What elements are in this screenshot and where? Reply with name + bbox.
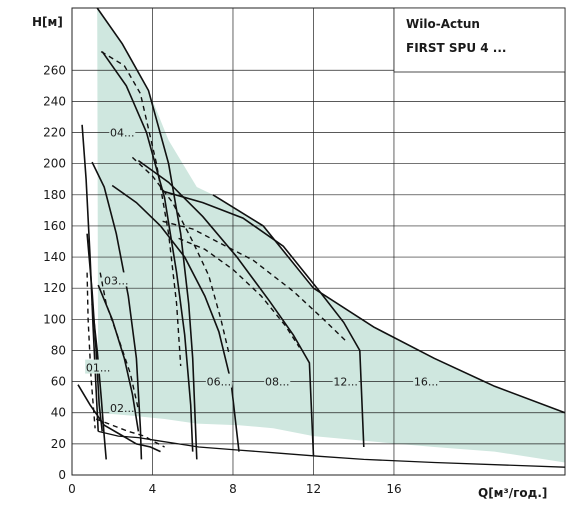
series-label-bg-01 (85, 359, 112, 374)
envelope-bottom-line (98, 430, 566, 468)
curve-04-1 (101, 51, 194, 452)
series-06-group: 06... (111, 156, 240, 452)
x-tick-8: 8 (229, 482, 237, 496)
dashed-curve-06-0 (131, 156, 230, 354)
x-tick-12: 12 (306, 482, 321, 496)
dashed-curve-04-0 (100, 51, 182, 367)
x-tick-16: 16 (386, 482, 401, 496)
y-tick-100: 100 (43, 312, 66, 326)
series-label-bg-03 (103, 272, 130, 287)
chart-title-line-2: FIRST SPU 4 ... (406, 41, 506, 55)
x-axis-ticks: 0 4 8 12 16 (68, 482, 401, 496)
series-label-16: 16... (414, 376, 439, 389)
series-12-group: 12... (162, 190, 365, 448)
series-label-bg-04 (109, 124, 136, 139)
series-label-03: 03... (104, 274, 129, 287)
y-tick-160: 160 (43, 219, 66, 233)
series-02-group: 02... (77, 384, 165, 453)
series-label-bg-08 (264, 373, 291, 388)
curve-16-0 (212, 194, 566, 414)
curve-04-0 (96, 7, 198, 460)
curve-02-0 (77, 384, 161, 453)
series-03-group: 03... (91, 161, 143, 460)
plot-area: 01... 02... 03... 04... 06... 08... 12... 16... (71, 7, 566, 476)
y-tick-180: 180 (43, 188, 66, 202)
y-tick-60: 60 (51, 375, 66, 389)
x-tick-0: 0 (68, 482, 76, 496)
series-label-06: 06... (207, 376, 232, 389)
y-tick-140: 140 (43, 250, 66, 264)
curve-03-0 (91, 161, 143, 460)
series-08-group: 08... (137, 159, 315, 457)
series-04-group: 04... (96, 7, 198, 460)
series-label-02: 02... (110, 402, 135, 415)
grid-lines (71, 8, 565, 476)
chart-title-line-1: Wilo-Actun (406, 17, 480, 31)
curve-01-2 (91, 303, 107, 460)
title-box-bg (393, 7, 566, 73)
curve-08-0 (137, 159, 315, 457)
y-tick-200: 200 (43, 157, 66, 171)
y-axis-label: H[м] (32, 15, 63, 29)
series-label-bg-12 (332, 373, 359, 388)
series-16-group: 16... (212, 194, 566, 414)
series-label-04: 04... (110, 127, 135, 140)
curve-01-1 (86, 233, 103, 432)
dashed-curve-03-0 (99, 272, 140, 410)
y-tick-240: 240 (43, 94, 66, 108)
x-tick-4: 4 (149, 482, 157, 496)
y-tick-40: 40 (51, 406, 66, 420)
x-axis-label: Q[м³/год.] (478, 486, 547, 500)
curve-12-0 (164, 190, 365, 448)
y-tick-80: 80 (51, 343, 66, 357)
y-tick-220: 220 (43, 126, 66, 140)
dashed-curve-01-0 (86, 272, 96, 429)
series-label-bg-02 (109, 400, 136, 415)
series-label-08: 08... (265, 376, 290, 389)
y-tick-20: 20 (51, 437, 66, 451)
operating-envelope (97, 8, 565, 463)
plot-frame (71, 7, 566, 476)
series-label-01: 01... (86, 362, 111, 375)
series-01-group: 01... (81, 124, 112, 460)
dashed-curve-12-0 (162, 220, 349, 344)
y-tick-0: 0 (58, 468, 66, 482)
y-axis-ticks: 0 20 40 60 80 100 120 140 160 180 200 220 240 260 (43, 63, 66, 482)
chart-title-box: Wilo-Actun FIRST SPU 4 ... (393, 7, 566, 73)
y-tick-260: 260 (43, 63, 66, 77)
dashed-curve-08-0 (178, 237, 300, 348)
series-label-bg-16 (413, 373, 440, 388)
series-label-12: 12... (333, 376, 358, 389)
y-tick-120: 120 (43, 281, 66, 295)
series-label-bg-06 (205, 373, 232, 388)
curve-06-0 (111, 184, 240, 452)
